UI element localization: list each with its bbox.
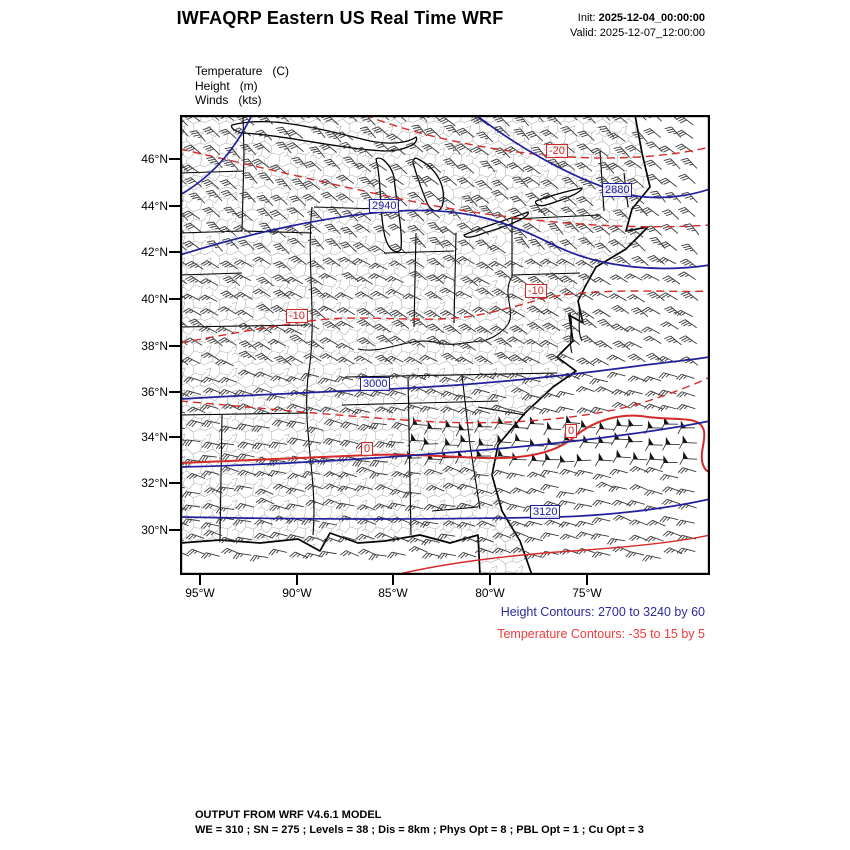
field-legend: Temperature (C) Height (m) Winds (kts) <box>195 64 289 108</box>
lat-label-30n: 30°N <box>141 523 168 537</box>
valid-value: 2025-12-07_12:00:00 <box>599 27 705 39</box>
legend-temperature: Temperature (C) <box>195 64 290 78</box>
init-time: Init: 2025-12-04_00:00:00 <box>570 11 705 26</box>
temperature-contour-label: -10 <box>286 309 308 323</box>
lat-tick <box>169 205 180 207</box>
init-value: 2025-12-04_00:00:00 <box>598 12 705 24</box>
lon-tick <box>489 575 491 585</box>
lat-tick <box>169 482 180 484</box>
lat-tick <box>169 436 180 438</box>
temperature-contour-label: -20 <box>546 144 568 158</box>
lon-tick <box>586 575 588 585</box>
model-info: OUTPUT FROM WRF V4.6.1 MODEL WE = 310 ; … <box>195 808 644 838</box>
temperature-contour-range: Temperature Contours: -35 to 15 by 5 <box>497 627 705 641</box>
lon-tick <box>296 575 298 585</box>
legend-winds: Winds (kts) <box>195 93 262 107</box>
height-contour-range: Height Contours: 2700 to 3240 by 60 <box>500 605 705 619</box>
great-lakes <box>230 120 583 253</box>
map-canvas <box>180 115 710 575</box>
height-contour-label: 3120 <box>530 505 561 519</box>
lat-tick <box>169 298 180 300</box>
lake-ontario <box>534 187 583 207</box>
land-county-mesh <box>180 115 650 575</box>
legend-height: Height (m) <box>195 78 258 93</box>
lat-tick <box>169 345 180 347</box>
lat-label-40n: 40°N <box>141 292 168 306</box>
temperature-contour-label: 0 <box>361 442 374 456</box>
lat-tick <box>169 391 180 393</box>
height-contour-label: 3000 <box>360 377 391 391</box>
lon-label-80w: 80°W <box>475 586 505 600</box>
lon-label-90w: 90°W <box>282 586 312 600</box>
lat-label-38n: 38°N <box>141 339 168 353</box>
weather-map: -20 2880 2940 -10 -10 3000 0 0 3120 <box>180 115 710 575</box>
lat-tick <box>169 529 180 531</box>
model-info-line1: OUTPUT FROM WRF V4.6.1 MODEL <box>195 809 382 821</box>
temperature-contour-label: 0 <box>565 424 578 438</box>
lake-erie <box>463 211 529 238</box>
lon-label-75w: 75°W <box>572 586 602 600</box>
lat-label-36n: 36°N <box>141 385 168 399</box>
lat-label-34n: 34°N <box>141 430 168 444</box>
lat-label-32n: 32°N <box>141 476 168 490</box>
lon-tick <box>392 575 394 585</box>
map-border <box>180 115 710 575</box>
lat-tick <box>169 158 180 160</box>
lon-tick <box>199 575 201 585</box>
height-contour-label: 2880 <box>602 183 633 197</box>
lon-label-85w: 85°W <box>378 586 408 600</box>
lon-label-95w: 95°W <box>185 586 215 600</box>
model-info-line2: WE = 310 ; SN = 275 ; Levels = 38 ; Dis … <box>195 824 644 836</box>
init-label: Init: <box>577 12 596 24</box>
lat-label-44n: 44°N <box>141 199 168 213</box>
valid-time: Valid: 2025-12-07_12:00:00 <box>570 26 705 41</box>
lat-tick <box>169 251 180 253</box>
valid-label: Valid: <box>570 27 597 39</box>
lat-label-42n: 42°N <box>141 245 168 259</box>
run-metadata: Init: 2025-12-04_00:00:00 Valid: 2025-12… <box>570 11 705 41</box>
lat-label-46n: 46°N <box>141 152 168 166</box>
temperature-contour-label: -10 <box>525 284 547 298</box>
page-title: IWFAQRP Eastern US Real Time WRF <box>176 8 504 28</box>
height-contour-label: 2940 <box>369 199 400 213</box>
